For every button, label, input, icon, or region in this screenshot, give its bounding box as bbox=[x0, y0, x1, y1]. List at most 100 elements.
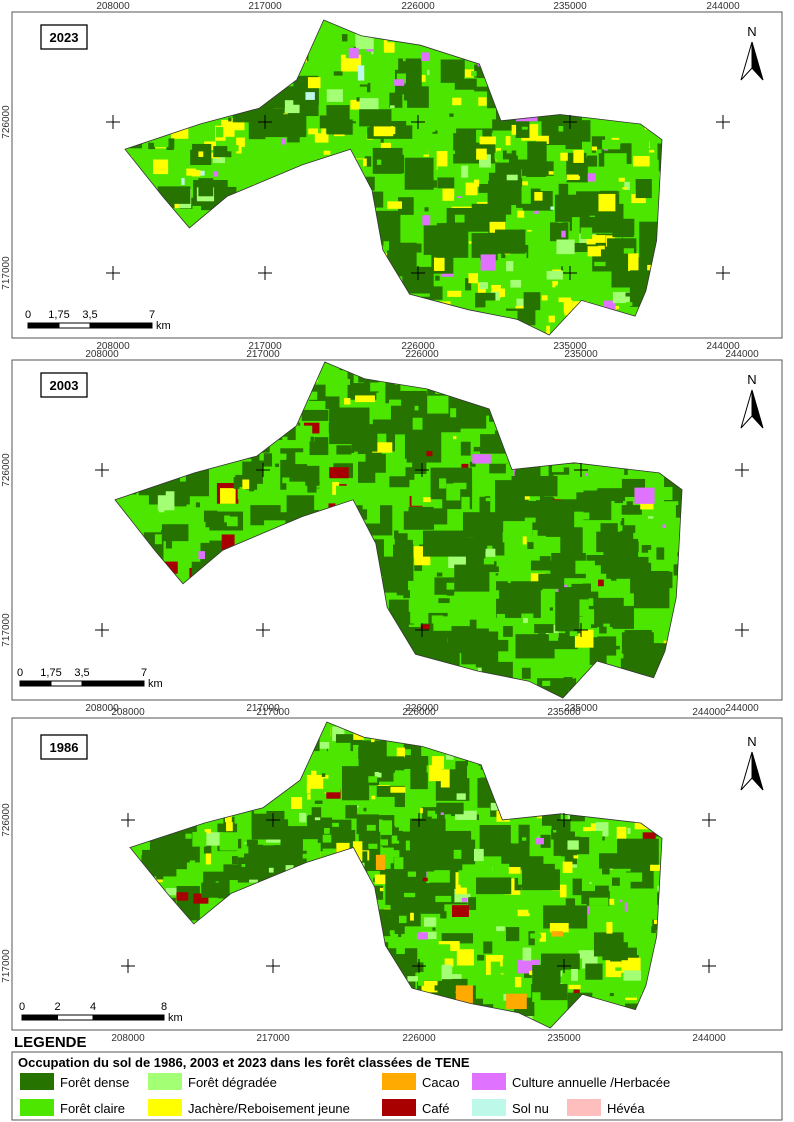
land-patch bbox=[612, 218, 635, 238]
grid-cross bbox=[563, 266, 577, 280]
land-patch bbox=[627, 821, 633, 826]
land-patch bbox=[473, 848, 484, 862]
land-patch bbox=[467, 601, 481, 617]
land-patch bbox=[287, 123, 300, 143]
land-patch bbox=[426, 793, 437, 799]
land-patch bbox=[358, 509, 368, 520]
land-patch bbox=[499, 288, 506, 297]
land-patch bbox=[675, 505, 682, 519]
land-patch bbox=[402, 826, 410, 833]
land-patch bbox=[609, 898, 615, 905]
land-patch bbox=[144, 173, 151, 180]
grid-cross bbox=[411, 115, 425, 129]
land-patch bbox=[353, 733, 365, 740]
land-patch bbox=[228, 117, 232, 122]
land-patch bbox=[440, 769, 450, 788]
land-patch bbox=[374, 767, 382, 778]
land-patch bbox=[479, 154, 491, 168]
land-patch bbox=[396, 588, 406, 596]
land-patch bbox=[453, 849, 462, 859]
land-patch bbox=[171, 203, 179, 209]
land-patch bbox=[182, 143, 193, 150]
land-patch bbox=[521, 186, 531, 204]
land-patch bbox=[180, 157, 188, 162]
land-patch bbox=[543, 905, 588, 929]
land-patch bbox=[420, 624, 430, 630]
land-patch bbox=[302, 853, 308, 859]
scale-label: 0 bbox=[25, 309, 31, 321]
land-patch bbox=[388, 399, 402, 406]
north-arrow bbox=[751, 751, 764, 791]
land-patch bbox=[308, 128, 319, 135]
land-patch bbox=[495, 229, 526, 254]
land-patch bbox=[305, 460, 312, 469]
land-patch bbox=[476, 148, 487, 160]
land-patch bbox=[478, 97, 487, 106]
land-patch bbox=[359, 98, 379, 112]
land-patch bbox=[506, 260, 514, 272]
land-patch bbox=[292, 846, 307, 857]
land-patch bbox=[213, 146, 232, 158]
land-patch bbox=[226, 822, 233, 832]
legend-label: Hévéa bbox=[607, 1101, 645, 1116]
land-patch bbox=[198, 151, 204, 157]
scale-label: 3,5 bbox=[82, 309, 97, 321]
land-patch bbox=[236, 137, 245, 154]
land-patch bbox=[197, 527, 210, 543]
land-patch bbox=[633, 571, 670, 609]
land-patch bbox=[319, 115, 331, 129]
land-patch bbox=[567, 840, 579, 850]
land-patch bbox=[534, 624, 554, 634]
land-patch bbox=[552, 281, 558, 288]
land-patch bbox=[487, 948, 491, 954]
land-patch bbox=[372, 191, 384, 208]
land-patch bbox=[576, 854, 593, 873]
land-patch bbox=[505, 463, 513, 476]
land-patch bbox=[648, 549, 656, 555]
land-patch bbox=[134, 848, 143, 856]
land-patch bbox=[503, 522, 514, 528]
grid-cross bbox=[702, 813, 716, 827]
land-patch bbox=[591, 583, 600, 592]
land-patch bbox=[447, 607, 470, 627]
land-patch bbox=[506, 993, 527, 1010]
land-patch bbox=[371, 795, 376, 800]
land-patch bbox=[288, 461, 308, 473]
land-patch bbox=[581, 915, 595, 922]
land-patch bbox=[506, 148, 512, 154]
legend-label: Cacao bbox=[422, 1075, 460, 1090]
land-patch bbox=[397, 458, 407, 465]
land-patch bbox=[517, 210, 525, 218]
land-patch bbox=[336, 485, 347, 497]
land-patch bbox=[201, 882, 229, 898]
land-patch bbox=[254, 807, 267, 814]
land-patch bbox=[574, 936, 585, 947]
grid-cross bbox=[735, 623, 749, 637]
land-patch bbox=[496, 926, 505, 932]
land-patch bbox=[226, 516, 238, 527]
land-patch bbox=[433, 641, 444, 650]
land-patch bbox=[404, 429, 442, 463]
land-patch bbox=[671, 517, 680, 530]
land-patch bbox=[314, 815, 321, 821]
land-patch bbox=[358, 86, 367, 102]
land-patch bbox=[508, 867, 521, 874]
land-patch bbox=[241, 146, 254, 158]
land-patch bbox=[400, 100, 408, 110]
land-patch bbox=[613, 853, 648, 869]
land-patch bbox=[456, 793, 466, 800]
grid-cross bbox=[557, 959, 571, 973]
grid-cross bbox=[563, 115, 577, 129]
year-box bbox=[40, 24, 88, 50]
grid-cross bbox=[106, 266, 120, 280]
land-patch bbox=[486, 872, 494, 879]
land-patch bbox=[153, 159, 169, 175]
land-patch bbox=[650, 138, 662, 150]
land-patch bbox=[215, 127, 224, 138]
grid-cross bbox=[412, 813, 426, 827]
land-patch bbox=[389, 850, 400, 858]
land-patch bbox=[606, 561, 632, 579]
year-label: 1986 bbox=[50, 740, 79, 755]
grid-cross bbox=[95, 463, 109, 477]
land-patch bbox=[627, 827, 631, 834]
